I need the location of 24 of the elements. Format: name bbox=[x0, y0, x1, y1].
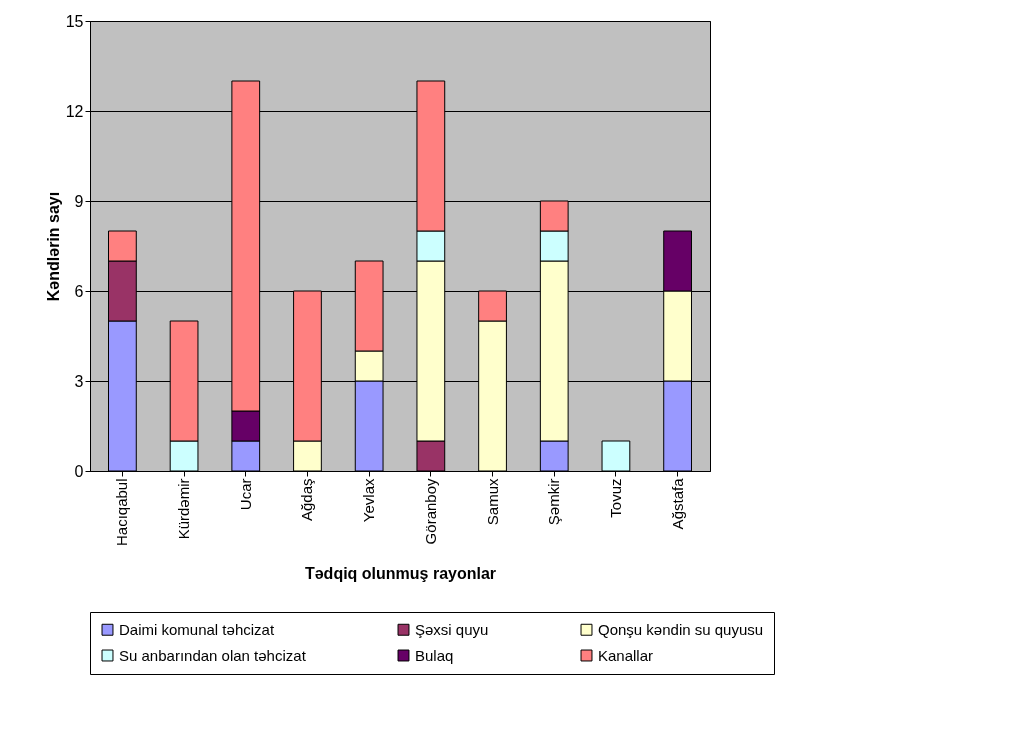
x-tick-label: Tovuz bbox=[606, 478, 624, 518]
y-tick-label: 6 bbox=[74, 282, 84, 300]
x-tick-label: Şəmkir bbox=[545, 478, 563, 526]
legend-label: Qonşu kəndin su quyusu bbox=[598, 620, 764, 638]
y-tick-label: 3 bbox=[74, 372, 84, 390]
y-tick-label: 9 bbox=[74, 192, 84, 210]
legend-label: Daimi komunal təhcizat bbox=[119, 620, 275, 638]
y-tick-label: 0 bbox=[74, 462, 84, 480]
legend-label: Şəxsi quyu bbox=[415, 620, 489, 638]
x-tick-label: Ağstafa bbox=[668, 477, 686, 530]
legend-label: Kanallar bbox=[598, 646, 654, 664]
x-tick-label: Ucar bbox=[236, 478, 254, 511]
y-tick-label: 15 bbox=[65, 12, 84, 30]
x-tick-label: Ağdaş bbox=[298, 478, 316, 522]
y-tick-label: 12 bbox=[65, 102, 84, 120]
y-axis-title: Kəndlərin sayı bbox=[44, 191, 62, 302]
x-axis-title: Tədqiq olunmuş rayonlar bbox=[304, 565, 497, 583]
x-tick-label: Göranboy bbox=[421, 478, 439, 545]
legend-label: Su anbarından olan təhcizat bbox=[119, 646, 307, 664]
x-tick-label: Kürdəmir bbox=[175, 478, 193, 540]
legend-label: Bulaq bbox=[415, 646, 454, 664]
x-tick-label: Hacıqabul bbox=[113, 478, 131, 547]
x-tick-label: Yevlax bbox=[360, 478, 378, 523]
x-tick-label: Samux bbox=[483, 478, 501, 526]
